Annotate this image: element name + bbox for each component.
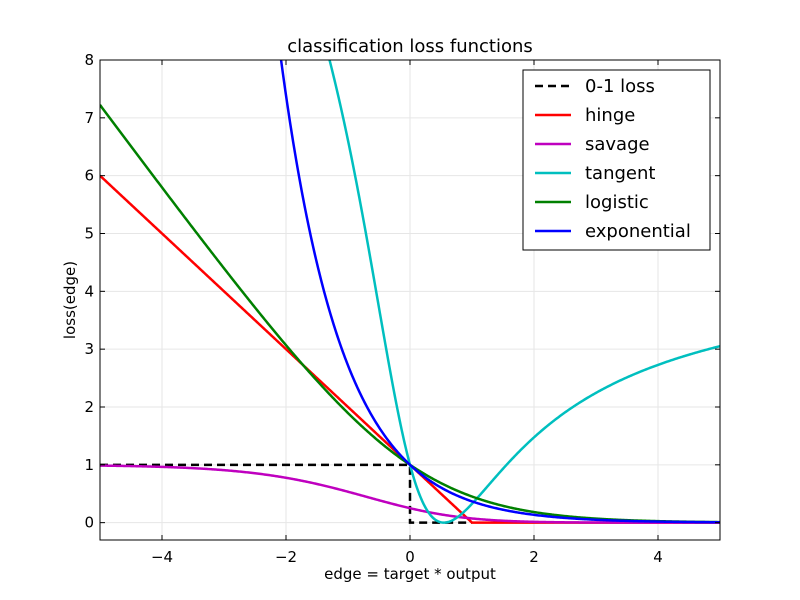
legend-label-hinge: hinge [585,105,635,126]
y-axis-label: loss(edge) [61,261,79,339]
y-tick-label: 6 [84,167,94,185]
series-exponential-line [279,60,720,524]
x-axis-label: edge = target * output [324,565,496,583]
legend-label-savage: savage [585,134,650,155]
x-tick-label: 4 [653,548,663,566]
x-tick-label: −4 [151,548,173,566]
x-tick-label: 2 [529,548,539,566]
x-tick-label: 0 [405,548,415,566]
series-layer [100,60,720,524]
y-tick-label: 3 [84,340,94,358]
y-tick-label: 1 [84,456,94,474]
legend-label-logistic: logistic [585,192,649,213]
legend: 0-1 loss hinge savage tangent logistic expone… [522,69,711,251]
chart-title: classification loss functions [287,36,533,57]
series-savage-line [100,464,720,524]
y-tick-label: 4 [84,282,94,300]
y-tick-label: 0 [84,514,94,532]
y-tick-label: 7 [84,109,94,127]
y-tick-label: 5 [84,224,94,242]
x-tick-label: −2 [275,548,297,566]
series-zero_one-line [100,463,472,524]
y-tick-label: 2 [84,398,94,416]
legend-label-exponential: exponential [585,221,691,242]
legend-label-zero_one: 0-1 loss [585,76,655,97]
legend-box [522,69,711,251]
ticks: −4 −2 0 2 4 0 1 2 3 4 5 6 7 8 [84,51,720,566]
legend-label-tangent: tangent [585,163,655,184]
y-tick-label: 8 [84,51,94,69]
